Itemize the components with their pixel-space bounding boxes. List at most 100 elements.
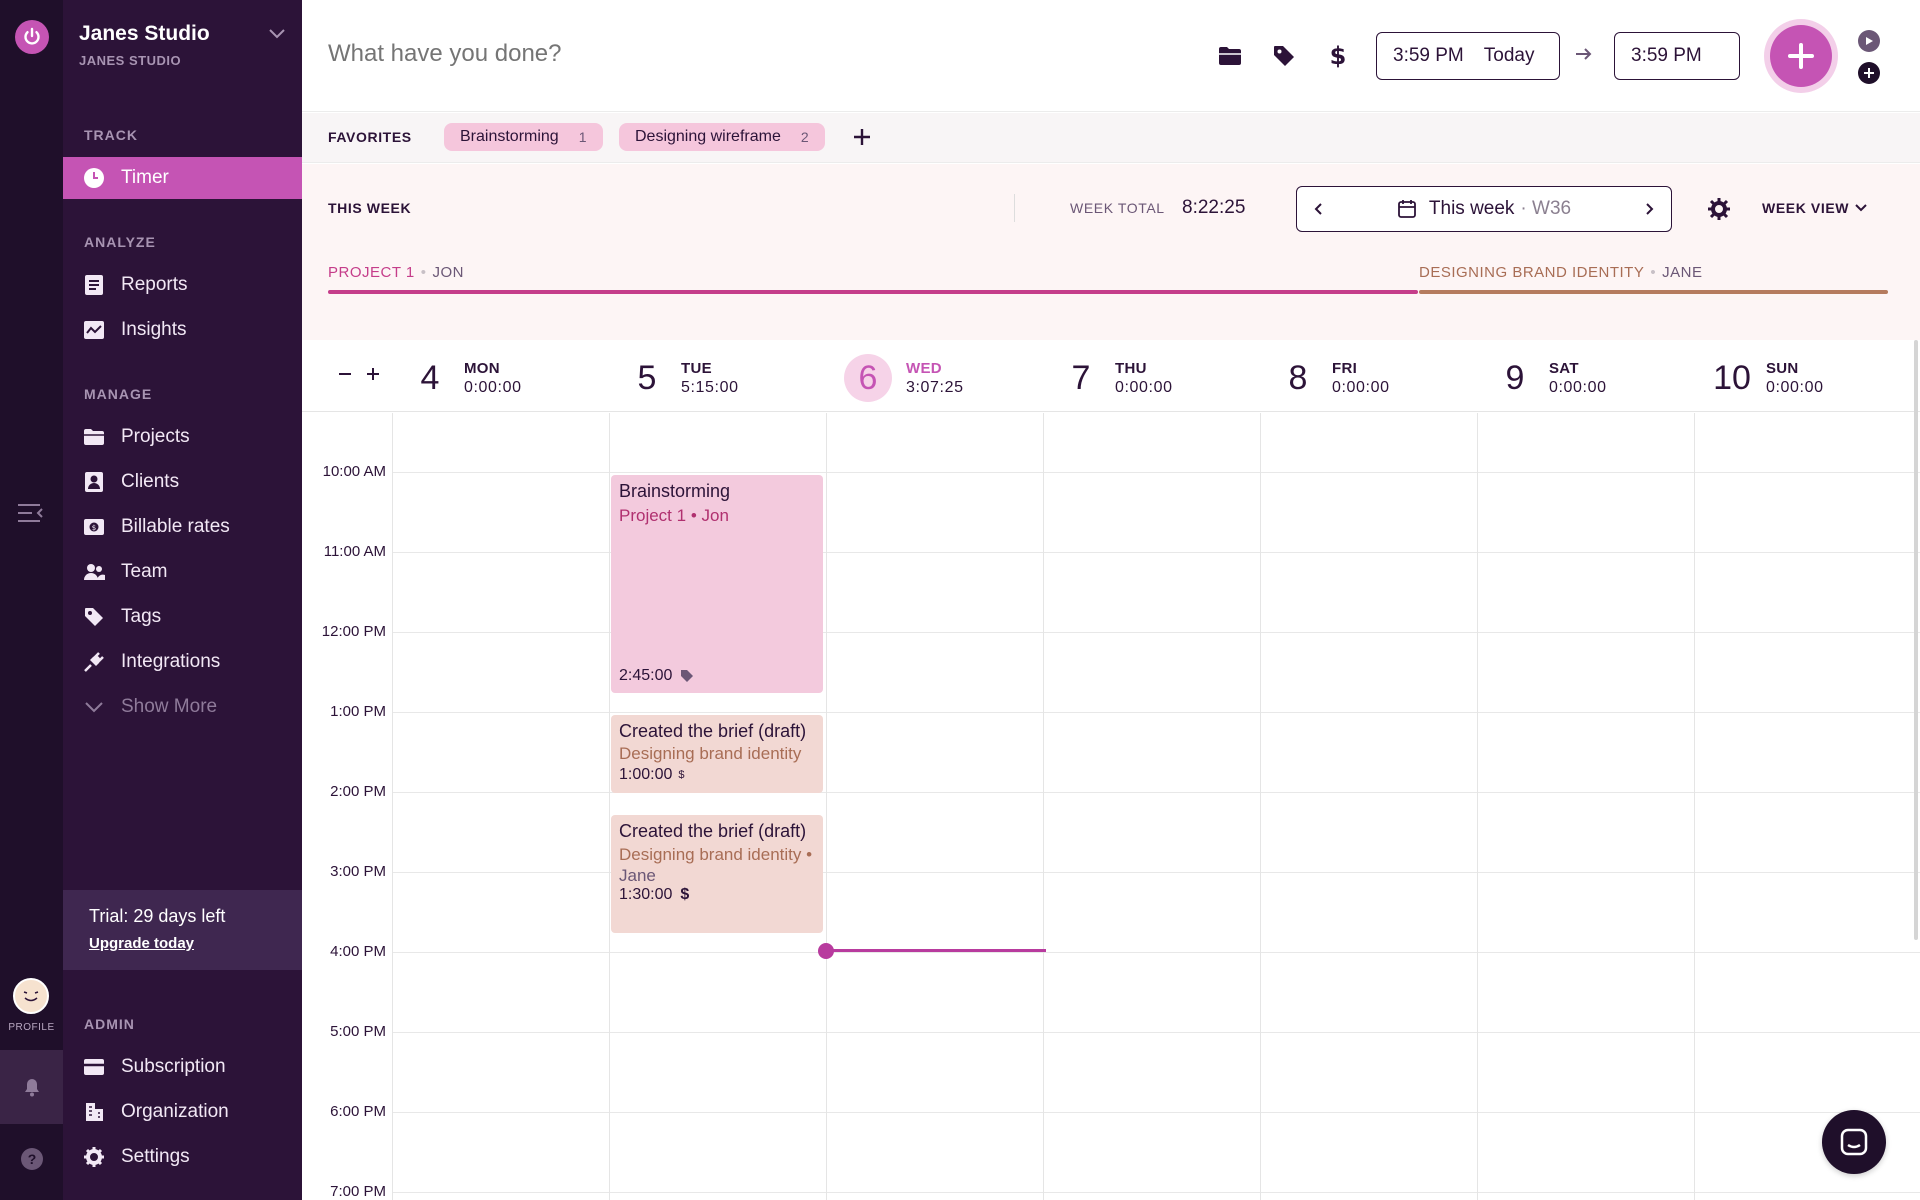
card-icon xyxy=(83,1056,105,1078)
hour-label: 5:00 PM xyxy=(330,1023,386,1040)
scrollbar[interactable] xyxy=(1914,340,1918,940)
favorite-chip[interactable]: Brainstorming 1 xyxy=(444,123,603,151)
notifications-button[interactable] xyxy=(0,1050,63,1124)
time-entry[interactable]: Created the brief (draft) Designing bran… xyxy=(611,715,823,793)
chevron-right-icon[interactable] xyxy=(1641,201,1657,217)
description-input[interactable] xyxy=(328,40,928,68)
start-time-input[interactable]: 3:59 PM Today xyxy=(1376,32,1560,80)
project-name: DESIGNING BRAND IDENTITY xyxy=(1419,264,1645,281)
favorite-name: Brainstorming xyxy=(460,128,559,145)
plug-icon xyxy=(83,651,105,673)
tag-icon[interactable] xyxy=(1270,42,1298,70)
sidebar-item-reports[interactable]: Reports xyxy=(63,264,302,306)
sidebar-item-organization[interactable]: Organization xyxy=(63,1091,302,1133)
icon-rail: PROFILE ? xyxy=(0,0,63,1200)
timer-mode-button[interactable] xyxy=(1858,30,1880,52)
hour-label: 10:00 AM xyxy=(322,463,386,480)
sidebar-item-clients[interactable]: Clients xyxy=(63,461,302,503)
sidebar-item-label: Reports xyxy=(121,274,188,295)
sidebar-item-billable-rates[interactable]: $ Billable rates xyxy=(63,506,302,548)
calendar-icon xyxy=(1397,200,1416,218)
project-summary[interactable]: PROJECT 1 • JON xyxy=(328,264,465,281)
expand-sidebar-icon[interactable] xyxy=(16,500,46,526)
sidebar-item-label: Integrations xyxy=(121,651,221,672)
sidebar-item-team[interactable]: Team xyxy=(63,551,302,593)
entry-user: Jane xyxy=(619,866,656,885)
manual-mode-button[interactable] xyxy=(1858,62,1880,84)
chat-icon xyxy=(1840,1128,1868,1156)
week-total-value: 8:22:25 xyxy=(1182,197,1246,218)
day-total: 0:00:00 xyxy=(1766,378,1824,396)
hour-line xyxy=(392,552,1920,553)
day-column-header[interactable]: 8 FRI 0:00:00 xyxy=(1278,354,1390,402)
week-picker[interactable]: This week · W36 xyxy=(1296,186,1672,232)
timer-bar: $ 3:59 PM Today 3:59 PM xyxy=(302,0,1920,112)
billable-dollar-icon[interactable]: $ xyxy=(1324,42,1352,70)
main-content: $ 3:59 PM Today 3:59 PM FAVORITES Brains… xyxy=(302,0,1920,1200)
entry-project: Designing brand identity xyxy=(619,744,802,763)
chevron-down-icon xyxy=(1855,204,1867,212)
entry-project: Designing brand identity xyxy=(619,845,802,864)
sidebar-item-integrations[interactable]: Integrations xyxy=(63,641,302,683)
sidebar-item-tags[interactable]: Tags xyxy=(63,596,302,638)
calendar-grid[interactable]: Brainstorming Project 1 • Jon 2:45:00 Cr… xyxy=(302,413,1920,1200)
hour-label: 2:00 PM xyxy=(330,783,386,800)
workspace-name[interactable]: Janes Studio xyxy=(79,22,210,45)
sidebar-item-insights[interactable]: Insights xyxy=(63,309,302,351)
dollar-icon: $ xyxy=(680,886,690,903)
hour-line xyxy=(392,1192,1920,1193)
client-icon xyxy=(83,471,105,493)
divider xyxy=(1014,194,1015,222)
day-column-header[interactable]: 10 SUN 0:00:00 xyxy=(1712,354,1824,402)
project-summary[interactable]: DESIGNING BRAND IDENTITY • JANE xyxy=(1419,264,1703,281)
zoom-in-icon[interactable] xyxy=(363,364,383,384)
day-column-header[interactable]: 4 MON 0:00:00 xyxy=(410,354,522,402)
sidebar-item-show-more[interactable]: Show More xyxy=(63,686,302,728)
building-icon xyxy=(83,1101,105,1123)
favorite-chip[interactable]: Designing wireframe 2 xyxy=(619,123,825,151)
hour-label: 4:00 PM xyxy=(330,943,386,960)
sidebar-item-label: Organization xyxy=(121,1101,229,1122)
entry-user: Jon xyxy=(701,506,729,525)
day-name: WED xyxy=(906,359,942,377)
hour-label: 6:00 PM xyxy=(330,1103,386,1120)
sidebar-item-timer[interactable]: Timer xyxy=(63,157,302,199)
add-favorite-icon[interactable] xyxy=(850,125,874,149)
section-analyze: ANALYZE xyxy=(84,234,156,250)
sidebar-item-projects[interactable]: Projects xyxy=(63,416,302,458)
day-column-header[interactable]: 6 WED 3:07:25 xyxy=(844,354,964,402)
hour-line xyxy=(392,1032,1920,1033)
week-number: · W36 xyxy=(1520,198,1572,219)
time-entry[interactable]: Brainstorming Project 1 • Jon 2:45:00 xyxy=(611,475,823,693)
help-icon[interactable]: ? xyxy=(21,1148,43,1170)
zoom-out-icon[interactable] xyxy=(335,364,355,384)
chevron-left-icon[interactable] xyxy=(1311,201,1327,217)
time-entry[interactable]: Created the brief (draft) Designing bran… xyxy=(611,815,823,933)
hour-line xyxy=(392,952,1920,953)
day-column-header[interactable]: 7 THU 0:00:00 xyxy=(1061,354,1173,402)
section-track: TRACK xyxy=(84,127,138,143)
upgrade-link[interactable]: Upgrade today xyxy=(89,935,195,952)
avatar[interactable] xyxy=(13,978,49,1014)
current-time-line xyxy=(826,949,1046,952)
day-number: 5 xyxy=(637,358,657,397)
folder-icon[interactable] xyxy=(1216,42,1244,70)
day-column-header[interactable]: 5 TUE 5:15:00 xyxy=(627,354,739,402)
week-view-select[interactable]: WEEK VIEW xyxy=(1762,200,1867,216)
hour-label: 12:00 PM xyxy=(321,623,386,640)
chat-button[interactable] xyxy=(1822,1110,1886,1174)
day-name: SUN xyxy=(1766,359,1799,377)
sidebar-item-settings[interactable]: Settings xyxy=(63,1136,302,1178)
sidebar-item-subscription[interactable]: Subscription xyxy=(63,1046,302,1088)
gear-icon[interactable] xyxy=(1706,196,1732,222)
day-column-header[interactable]: 9 SAT 0:00:00 xyxy=(1495,354,1607,402)
hour-label: 3:00 PM xyxy=(330,863,386,880)
start-timer-button[interactable] xyxy=(1770,25,1832,87)
hour-line xyxy=(392,632,1920,633)
chevron-down-icon xyxy=(83,696,105,718)
power-icon[interactable] xyxy=(15,20,49,54)
entry-title: Created the brief (draft) xyxy=(619,721,807,741)
grid-column-line xyxy=(1694,413,1695,1200)
end-time-input[interactable]: 3:59 PM xyxy=(1614,32,1740,80)
chevron-down-icon[interactable] xyxy=(268,28,286,40)
